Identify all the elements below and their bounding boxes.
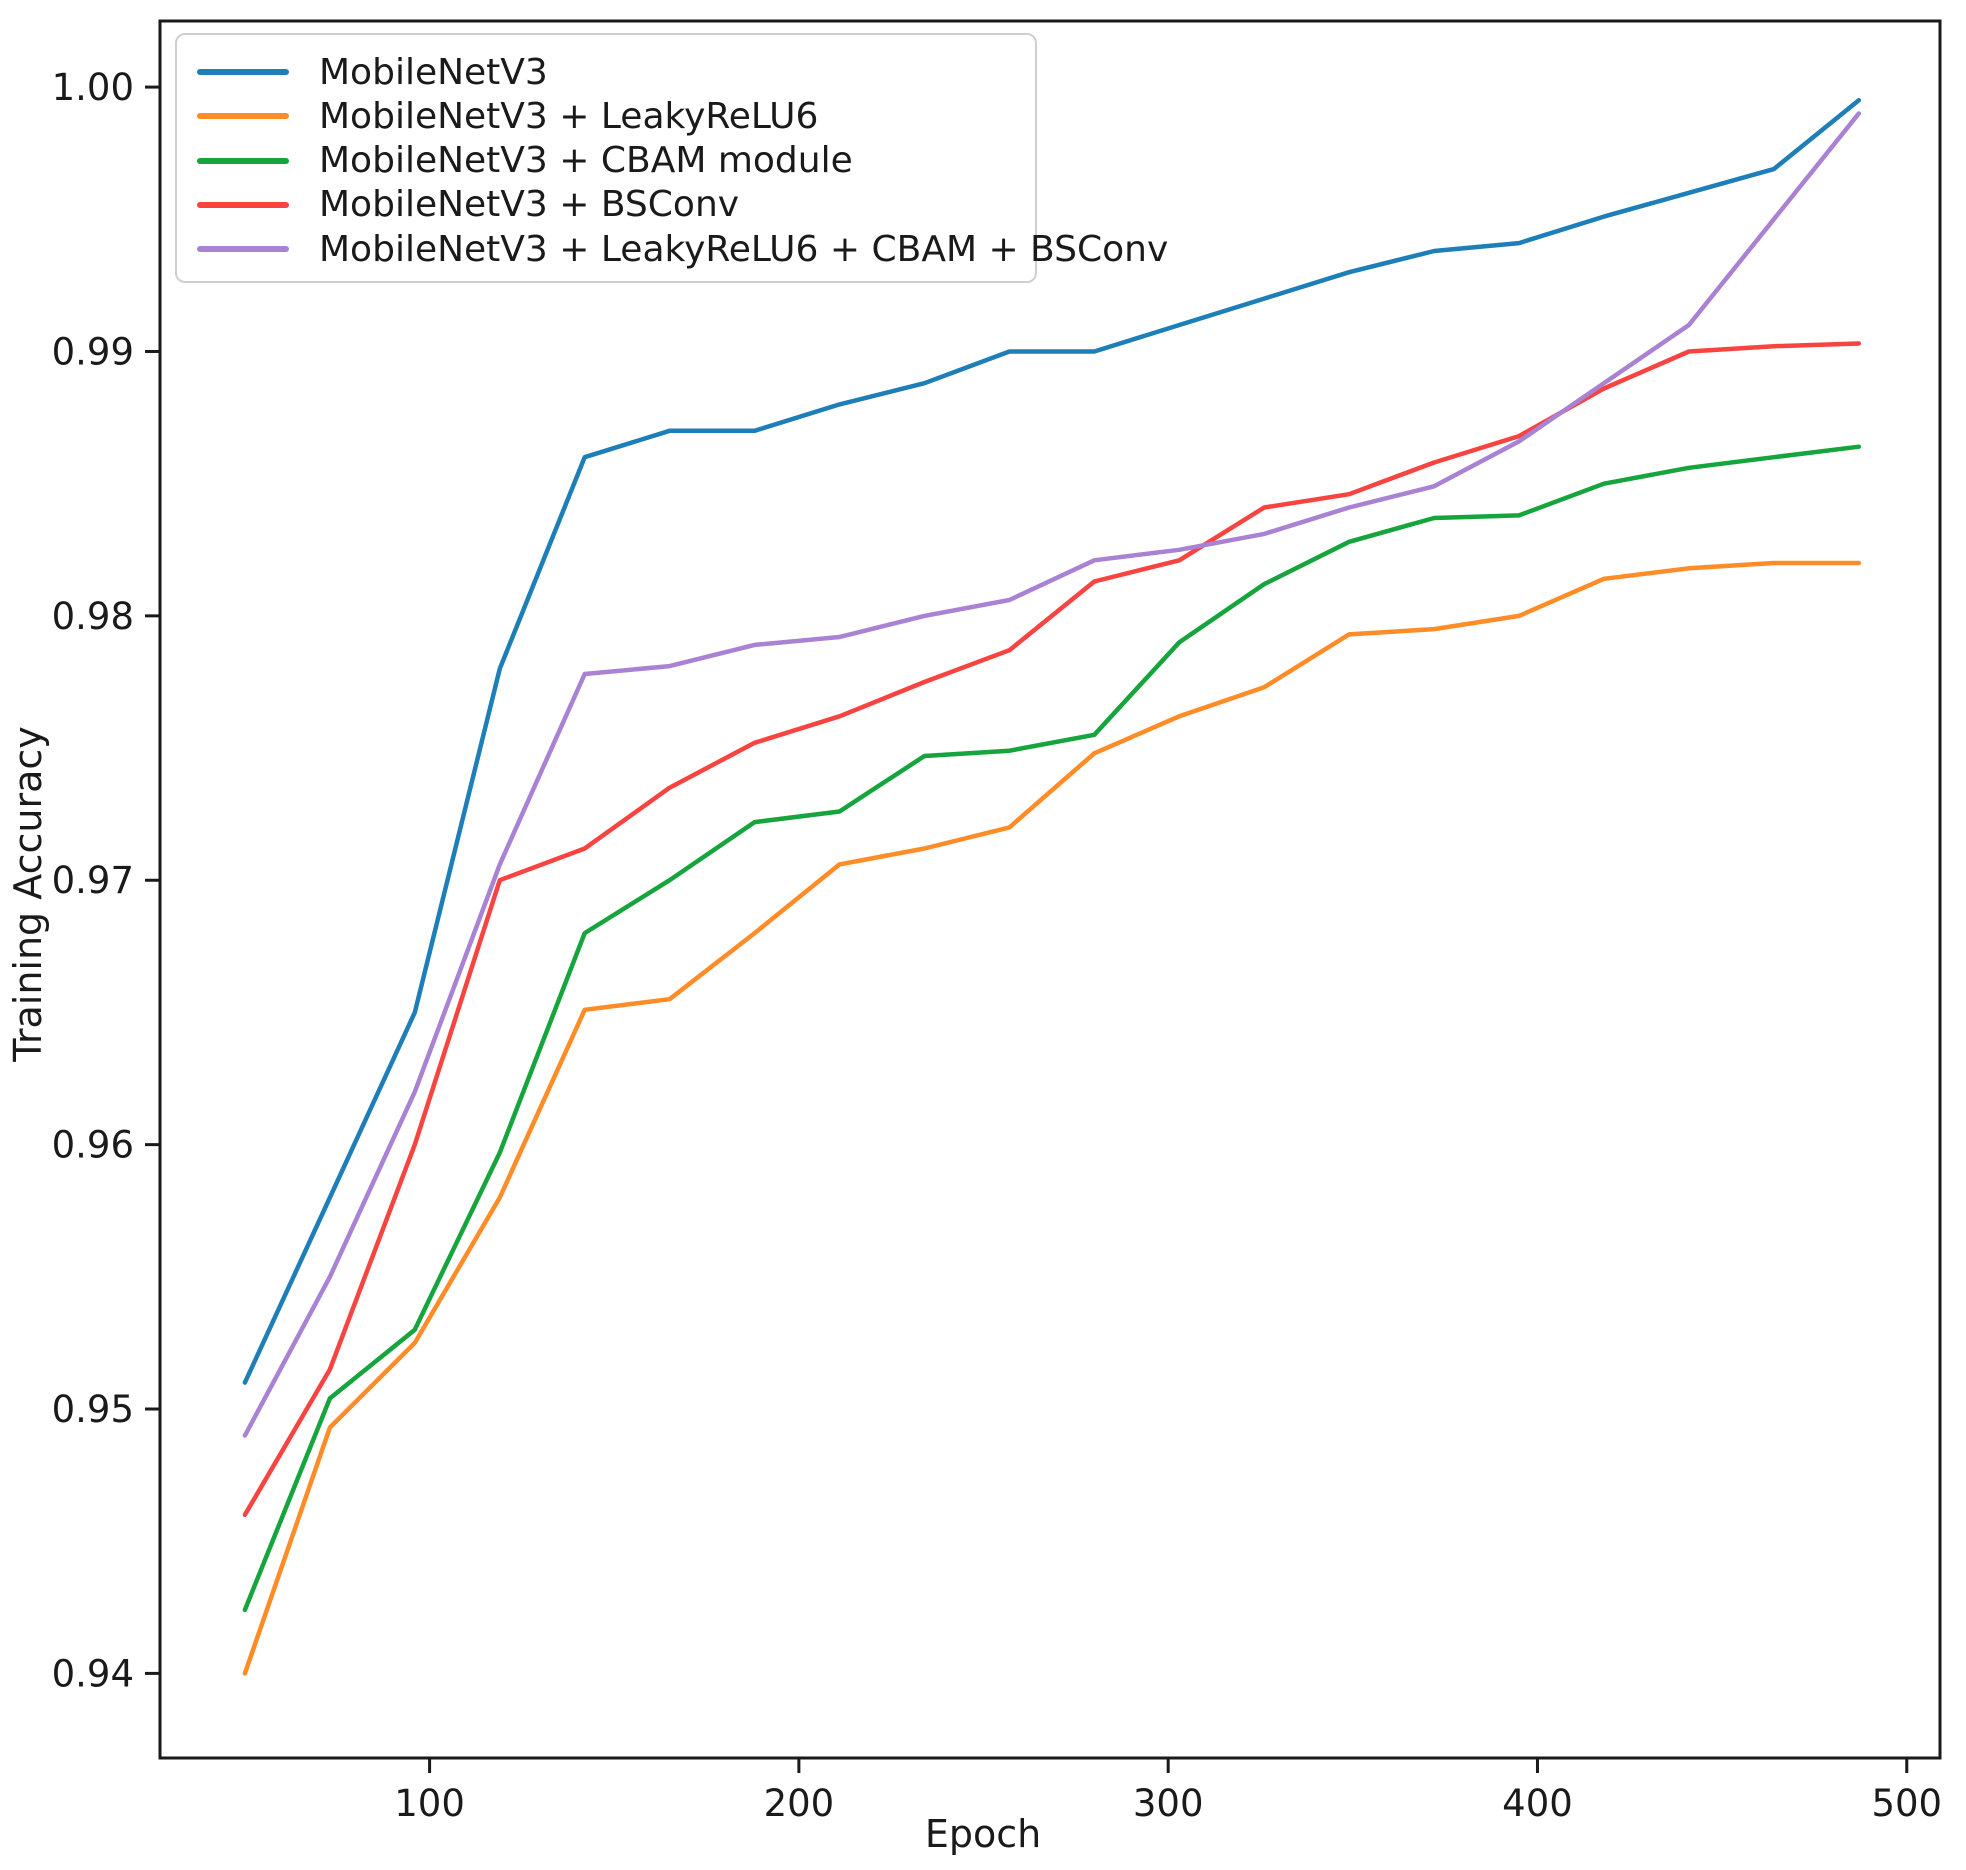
x-tick-label: 400: [1502, 1782, 1573, 1825]
legend-line-swatch: [197, 113, 289, 120]
y-axis-label: Training Accuracy: [6, 726, 50, 1062]
legend-item: MobileNetV3 + BSConv: [197, 183, 1015, 227]
x-tick-label: 300: [1133, 1782, 1204, 1825]
legend-item: MobileNetV3 + LeakyReLU6: [197, 94, 1015, 138]
y-tick-label: 0.98: [52, 595, 134, 638]
y-tick-label: 1.00: [52, 66, 134, 109]
legend-line-swatch: [197, 201, 289, 208]
y-tick-label: 0.99: [52, 330, 134, 373]
y-tick-label: 0.96: [52, 1124, 134, 1167]
legend-label: MobileNetV3 + LeakyReLU6: [319, 95, 819, 137]
x-axis-label: Epoch: [924, 1812, 1042, 1856]
series-line-mobilenetv3-cbam-module: [242, 444, 1862, 1613]
legend-item: MobileNetV3 + LeakyReLU6 + CBAM + BSConv: [197, 227, 1168, 271]
legend-label: MobileNetV3: [319, 51, 548, 93]
legend-box: MobileNetV3 MobileNetV3 + LeakyReLU6 Mobil…: [175, 33, 1168, 283]
legend-line-swatch: [197, 246, 289, 252]
x-tick-label: 100: [394, 1782, 465, 1825]
series-line-mobilenetv3: [242, 98, 1862, 1385]
series-line-mobilenetv3-bsconv: [242, 341, 1862, 1518]
legend-label: MobileNetV3 + BSConv: [319, 184, 740, 226]
legend-item: MobileNetV3: [197, 50, 1015, 94]
series-line-mobilenetv3-leakyrelu6-cbam-bsconv: [242, 111, 1862, 1438]
series-line-mobilenetv3-leakyrelu6: [242, 560, 1862, 1676]
y-tick-label: 0.95: [52, 1388, 134, 1431]
legend-line-swatch: [197, 157, 289, 164]
axes-spines: [158, 19, 1942, 1760]
x-tick-label: 500: [1871, 1782, 1942, 1825]
y-tick-label: 0.94: [52, 1652, 134, 1695]
y-tick-label: 0.97: [52, 859, 134, 902]
legend-item: MobileNetV3 + CBAM module: [197, 139, 1015, 183]
legend-label: MobileNetV3 + CBAM module: [319, 140, 853, 181]
legend-label: MobileNetV3 + LeakyReLU6 + CBAM + BSConv: [319, 228, 1169, 270]
x-tick-label: 200: [764, 1782, 835, 1825]
legend-line-swatch: [197, 69, 289, 75]
